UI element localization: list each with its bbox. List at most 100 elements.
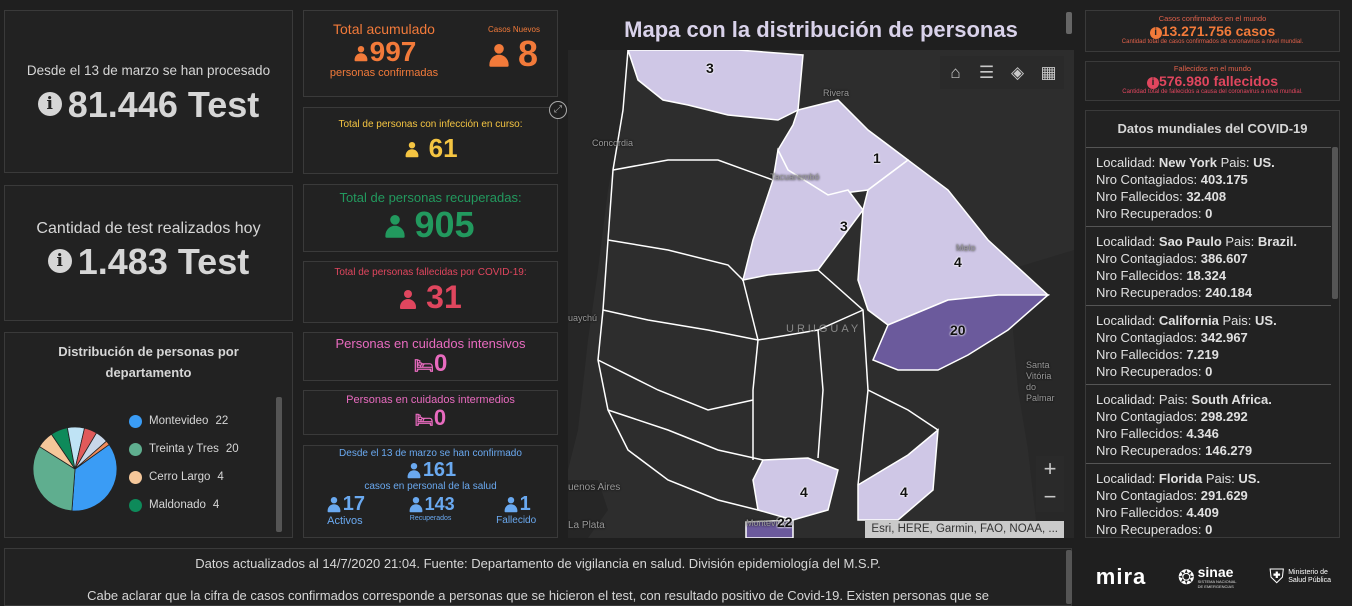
world-cases-note: Cantidad total de casos confirmados de c… — [1121, 39, 1304, 45]
new-cases-value: 8 — [517, 33, 539, 74]
person-icon — [407, 462, 421, 479]
pie-chart[interactable] — [25, 419, 125, 519]
world-location-item: Localidad: Sao Paulo Pais: Brazil. Nro C… — [1086, 226, 1331, 305]
world-location-item: Localidad: Florida Pais: US. Nro Contagi… — [1086, 463, 1331, 537]
recuperados-value: 0 — [1205, 206, 1213, 221]
map-count-label[interactable]: 3 — [706, 60, 714, 76]
pie-title: Distribución de personas por departament… — [5, 341, 292, 383]
recovered-value: 905 — [414, 204, 475, 245]
pie-title-line2: departamento — [105, 365, 192, 380]
tests-today-panel: Cantidad de test realizados hoy i 1.483 T… — [4, 185, 293, 321]
health-staff-panel: Desde el 13 de marzo se han confirmado 1… — [303, 445, 558, 538]
sinae-icon: ❂ — [1177, 566, 1195, 589]
total-value: 997 — [369, 36, 417, 67]
pie-slice-artigas[interactable] — [74, 440, 110, 470]
localidad-label: Localidad: — [1096, 471, 1156, 486]
legend-swatch — [129, 442, 142, 456]
location-name: Florida — [1158, 471, 1203, 486]
map-count-label[interactable]: 1 — [873, 150, 881, 166]
intermediate-label: Personas en cuidados intermedios — [346, 394, 515, 406]
total-sub: personas confirmadas — [329, 67, 439, 79]
map-scrollbar[interactable] — [1066, 12, 1072, 34]
localidad-label: Localidad: — [1096, 392, 1156, 407]
fallecidos-label: Nro Fallecidos: — [1096, 426, 1183, 441]
zoom-in-button[interactable]: + — [1036, 456, 1064, 484]
legend-value: 22 — [215, 415, 229, 427]
qr-icon[interactable]: ▦ — [1040, 63, 1057, 82]
world-cases-panel: Casos confirmados en el mundo i 13.271.75… — [1085, 10, 1340, 52]
map-count-label[interactable]: 4 — [954, 254, 962, 270]
health-recovered-label: Recuperados — [409, 515, 452, 523]
person-icon — [408, 497, 422, 513]
footer-line1: Datos actualizados al 14/7/2020 21:04. F… — [195, 556, 881, 571]
mira-logo-text: mira — [1095, 564, 1147, 589]
recuperados-label: Nro Recuperados: — [1096, 206, 1202, 221]
map-count-label[interactable]: 4 — [900, 484, 908, 500]
footer-line2: Cabe aclarar que la cifra de casos confi… — [87, 588, 989, 603]
fullscreen-icon[interactable]: ⤢ — [549, 101, 567, 119]
contagiados-value: 342.967 — [1200, 330, 1248, 345]
world-deaths-caption: Fallecidos en el mundo — [1173, 64, 1252, 73]
tests-since-value: 81.446 Test — [67, 84, 260, 125]
fallecidos-label: Nro Fallecidos: — [1096, 268, 1183, 283]
legend-item[interactable]: Treinta y Tres 20 — [129, 435, 279, 463]
person-icon — [399, 289, 417, 310]
legend-item[interactable]: Cerro Largo 4 — [129, 463, 279, 491]
map-canvas[interactable] — [568, 10, 1074, 538]
person-icon — [405, 142, 419, 158]
legend-name: Cerro Largo — [149, 471, 211, 483]
map-place-label: La Plata — [568, 520, 605, 531]
fallecidos-label: Nro Fallecidos: — [1096, 189, 1183, 204]
recuperados-value: 0 — [1205, 364, 1213, 379]
contagiados-value: 291.629 — [1200, 488, 1248, 503]
legend-item[interactable]: Canelones4 — [129, 519, 279, 527]
footer-scrollbar[interactable] — [1066, 550, 1072, 604]
legend-item[interactable]: Maldonado 4 — [129, 491, 279, 519]
recuperados-label: Nro Recuperados: — [1096, 364, 1202, 379]
world-list-scrollbar[interactable] — [1332, 147, 1338, 299]
health-recovered-value: 143 — [424, 494, 455, 514]
world-cases-caption: Casos confirmados en el mundo — [1158, 14, 1267, 23]
total-panel: Total acumulado 997 personas confirmadas… — [303, 10, 558, 97]
map-count-label[interactable]: 22 — [777, 514, 793, 530]
pie-slice-montevideo[interactable] — [71, 444, 118, 512]
msp-logo: ⛨ Ministerio de Salud Pública — [1269, 566, 1336, 589]
map-place-label: uenos Aires — [568, 482, 621, 493]
map-place-label: Melo — [956, 243, 976, 253]
localidad-label: Localidad: — [1096, 234, 1156, 249]
map-count-label[interactable]: 3 — [840, 218, 848, 234]
legend-scrollbar[interactable] — [276, 397, 282, 532]
map-count-label[interactable]: 4 — [800, 484, 808, 500]
pais-label: Pais: — [1205, 471, 1235, 486]
shield-icon: ⛨ — [1269, 565, 1285, 588]
zoom-out-button[interactable]: − — [1036, 484, 1064, 512]
person-icon — [503, 496, 518, 513]
pie-legend: Montevideo 22 Treinta y Tres 20 Cerro Largo 4… — [129, 407, 279, 527]
home-icon[interactable]: ⌂ — [950, 63, 961, 82]
world-list-panel: Datos mundiales del COVID-19 Localidad: … — [1085, 110, 1340, 538]
legend-value: 4 — [217, 471, 224, 483]
contagiados-value: 386.607 — [1200, 251, 1248, 266]
intermediate-panel: Personas en cuidados intermedios 🛏0 — [303, 390, 558, 435]
contagiados-label: Nro Contagiados: — [1096, 488, 1198, 503]
deaths-value: 31 — [426, 279, 462, 315]
contagiados-label: Nro Contagiados: — [1096, 172, 1198, 187]
map-count-label[interactable]: 20 — [950, 322, 966, 338]
recuperados-label: Nro Recuperados: — [1096, 443, 1202, 458]
health-sub: casos en personal de la salud — [364, 481, 497, 492]
contagiados-value: 298.292 — [1200, 409, 1248, 424]
tests-since-caption: Desde el 13 de marzo se han procesado — [26, 63, 271, 78]
pais-label: Pais: — [1158, 392, 1188, 407]
recuperados-label: Nro Recuperados: — [1096, 522, 1202, 537]
recuperados-value: 240.184 — [1205, 285, 1253, 300]
fallecidos-value: 4.409 — [1186, 505, 1219, 520]
legend-value: 20 — [225, 443, 239, 455]
intermediate-value: 0 — [433, 405, 447, 430]
map-panel[interactable]: Mapa con la distribución de personas ⌂ ☰… — [568, 10, 1074, 538]
total-label: Total acumulado — [333, 21, 435, 37]
legend-item[interactable]: Montevideo 22 — [129, 407, 279, 435]
layers-icon[interactable]: ◈ — [1010, 63, 1025, 82]
sinae-logo-text: sinae — [1197, 564, 1234, 580]
map-place-label: Montevideo — [746, 518, 793, 528]
list-icon[interactable]: ☰ — [978, 63, 995, 82]
